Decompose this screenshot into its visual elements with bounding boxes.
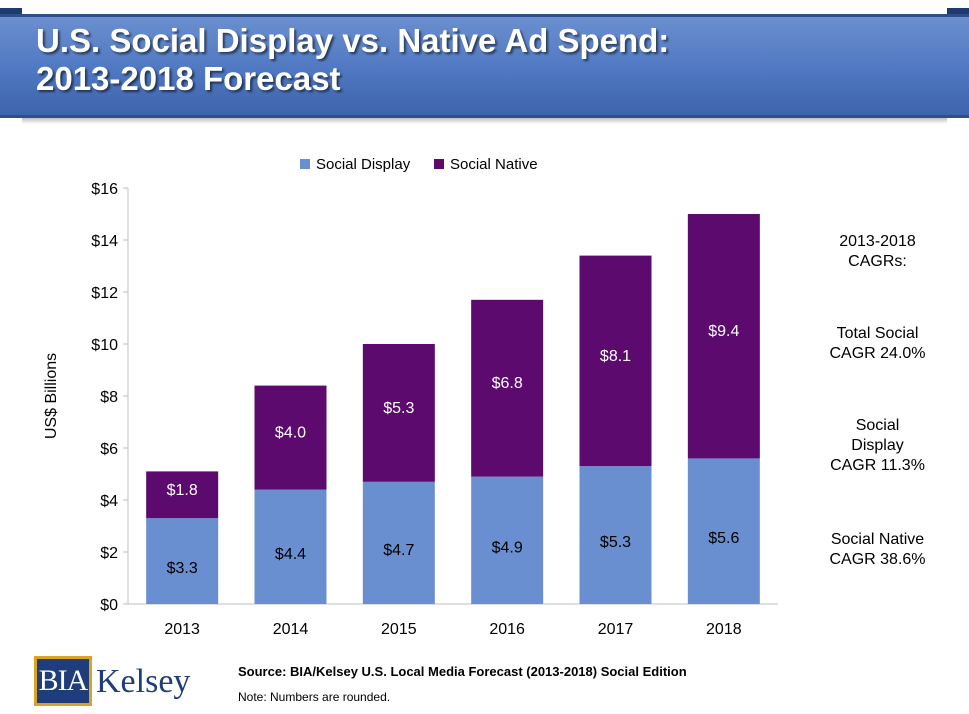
legend-label-social-display: Social Display [316, 156, 411, 173]
cagr-total: Total Social CAGR 24.0% [790, 324, 965, 364]
title-banner [0, 14, 969, 118]
cagr-display-line-1: Social [855, 417, 900, 434]
bar-social-native-2018 [687, 214, 760, 459]
logo-mark: BIA [34, 656, 92, 706]
data-label: $5.3 [383, 400, 414, 417]
y-axis-label: US$ Billions [43, 353, 60, 439]
data-label: $4.9 [492, 539, 523, 556]
y-tick-label: $14 [91, 233, 118, 250]
cagr-display: Social Display CAGR 11.3% [790, 416, 965, 476]
cagr-display-line-3: CAGR 11.3% [830, 457, 925, 474]
bar-social-native-2016 [471, 299, 544, 477]
cagr-display-line-2: Display [851, 437, 904, 454]
x-tick-label: 2014 [273, 621, 309, 638]
title-line-2: 2013-2018 Forecast [36, 60, 341, 97]
logo-word: Kelsey [96, 663, 191, 700]
bar-social-native-2014 [254, 385, 327, 490]
y-tick-label: $4 [100, 493, 118, 510]
data-label: $6.8 [492, 375, 523, 392]
bar-social-display-2016 [471, 476, 544, 604]
data-label: $4.4 [275, 546, 306, 563]
y-tick-label: $0 [100, 597, 118, 614]
y-tick-label: $2 [100, 545, 118, 562]
rounding-note: Note: Numbers are rounded. [238, 690, 391, 704]
x-tick-label: 2018 [706, 621, 742, 638]
data-label: $5.6 [708, 530, 739, 547]
cagr-native-line-1: Social Native [830, 531, 925, 548]
cagr-total-line-1: Total Social [836, 325, 919, 342]
title-line-1: U.S. Social Display vs. Native Ad Spend: [36, 22, 670, 59]
page-title: U.S. Social Display vs. Native Ad Spend:… [36, 22, 916, 98]
bar-social-native-2015 [362, 344, 435, 482]
cagr-heading: 2013-2018 CAGRs: [790, 232, 965, 272]
y-tick-label: $10 [91, 337, 118, 354]
source-note: Source: BIA/Kelsey U.S. Local Media Fore… [238, 664, 687, 679]
bar-social-display-2018 [687, 458, 760, 604]
x-tick-label: 2016 [489, 621, 525, 638]
data-label: $8.1 [600, 348, 631, 365]
cagr-total-line-2: CAGR 24.0% [829, 345, 926, 362]
cagr-heading-line-1: 2013-2018 [839, 233, 916, 250]
bar-social-native-2017 [579, 255, 652, 467]
legend-swatch-social-native [434, 159, 444, 169]
bar-social-native-2013 [146, 471, 219, 519]
data-label: $3.3 [167, 560, 198, 577]
data-label: $4.0 [275, 425, 306, 442]
bar-social-display-2015 [362, 481, 435, 604]
y-tick-label: $6 [100, 441, 118, 458]
stacked-bar-chart: $0 $2 $4 $6 $8 $10 $12 $14 $16 US$ Billions $3.3 $1… [43, 156, 778, 638]
y-tick-label: $8 [100, 389, 118, 406]
y-tick-label: $12 [91, 285, 118, 302]
legend-swatch-social-display [300, 159, 310, 169]
data-label: $4.7 [383, 542, 414, 559]
data-label: $5.3 [600, 534, 631, 551]
legend-label-social-native: Social Native [450, 156, 538, 173]
cagr-native: Social Native CAGR 38.6% [790, 530, 965, 570]
bar-social-display-2014 [254, 489, 327, 604]
data-label: $1.8 [167, 482, 198, 499]
cagr-native-line-2: CAGR 38.6% [829, 551, 926, 568]
bia-kelsey-logo: BIA Kelsey [34, 656, 190, 708]
bar-social-display-2017 [579, 466, 652, 604]
data-label: $9.4 [708, 323, 739, 340]
y-tick-label: $16 [91, 181, 118, 198]
bar-social-display-2013 [146, 518, 219, 604]
banner-shadow [22, 118, 947, 124]
x-tick-label: 2013 [164, 621, 200, 638]
cagr-heading-line-2: CAGRs: [848, 253, 907, 270]
x-tick-label: 2017 [598, 621, 634, 638]
x-tick-label: 2015 [381, 621, 417, 638]
